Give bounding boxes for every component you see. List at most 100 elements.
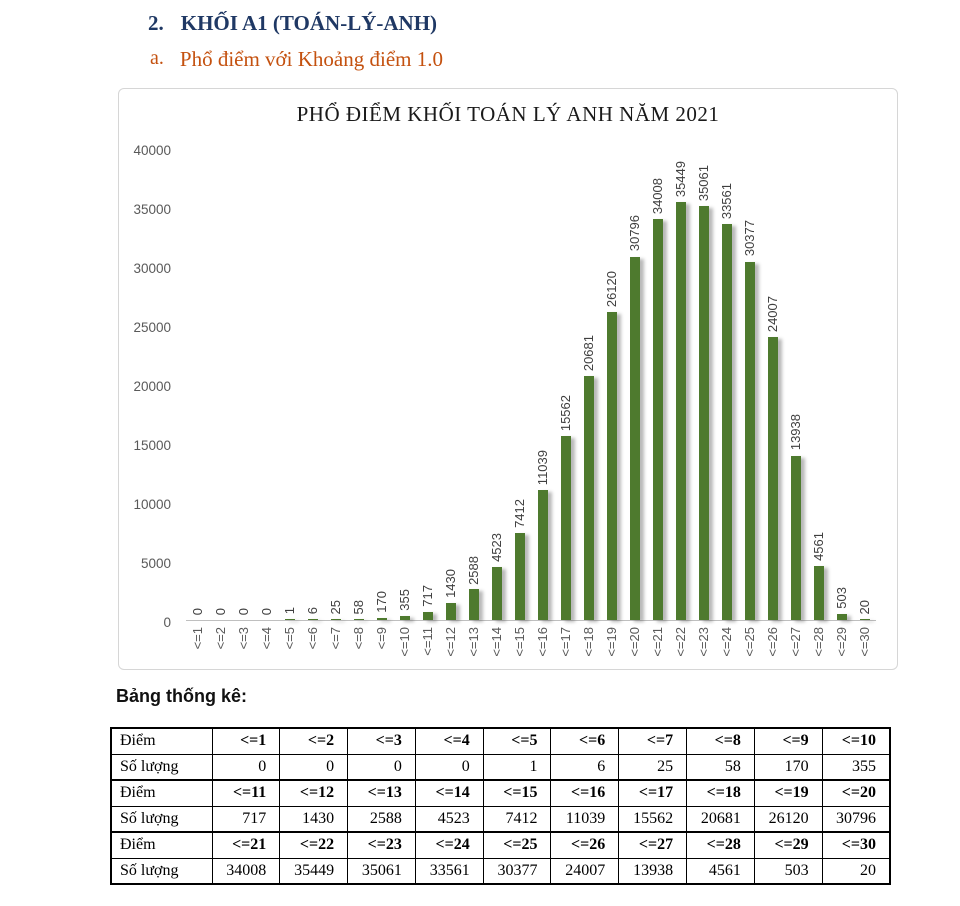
bar bbox=[790, 455, 801, 620]
bar-value-label: 33561 bbox=[718, 182, 734, 219]
count-cell: 35449 bbox=[279, 857, 349, 885]
bar bbox=[491, 566, 502, 620]
bar-value-label: 170 bbox=[373, 591, 389, 613]
bar bbox=[744, 261, 755, 620]
y-tick-label: 30000 bbox=[133, 261, 171, 276]
bar-value-label: 1430 bbox=[442, 569, 458, 599]
score-range-cell: <=30 bbox=[821, 831, 891, 859]
bar-value-label: 717 bbox=[419, 584, 435, 607]
count-cell: 355 bbox=[821, 753, 891, 781]
y-tick-label: 15000 bbox=[133, 438, 171, 453]
x-tick-label: <=24 bbox=[718, 627, 734, 657]
row-label: Điểm bbox=[110, 727, 213, 755]
x-tick-label: <=18 bbox=[580, 627, 596, 657]
chart-title: PHỔ ĐIỂM KHỐI TOÁN LÝ ANH NĂM 2021 bbox=[296, 102, 720, 126]
y-tick-label: 20000 bbox=[133, 379, 171, 394]
bar-value-label: 35449 bbox=[672, 160, 688, 197]
bar bbox=[468, 589, 479, 620]
y-tick-label: 40000 bbox=[133, 143, 171, 158]
bar-value-label: 503 bbox=[833, 587, 849, 610]
subsection-title: Phổ điểm với Khoảng điểm 1.0 bbox=[179, 47, 443, 71]
bar-value-label: 25 bbox=[327, 599, 343, 614]
row-label: Số lượng bbox=[110, 805, 213, 833]
bar-value-label: 7412 bbox=[511, 498, 527, 528]
count-cell: 24007 bbox=[550, 857, 620, 885]
count-cell: 717 bbox=[211, 805, 281, 833]
count-cell: 20681 bbox=[686, 805, 755, 833]
count-cell: 1 bbox=[482, 753, 552, 781]
bar-value-label: 1 bbox=[281, 606, 297, 614]
x-tick-label: <=23 bbox=[695, 627, 711, 657]
count-cell: 6 bbox=[550, 753, 620, 781]
score-range-cell: <=21 bbox=[211, 831, 281, 859]
score-range-cell: <=16 bbox=[550, 779, 620, 807]
x-tick-label: <=8 bbox=[350, 627, 366, 650]
row-label: Số lượng bbox=[110, 857, 213, 885]
count-cell: 35061 bbox=[347, 857, 416, 885]
count-cell: 0 bbox=[347, 753, 416, 781]
bar bbox=[583, 375, 594, 620]
count-cell: 13938 bbox=[618, 857, 688, 885]
row-label: Số lượng bbox=[110, 753, 213, 781]
bar-value-label: 0 bbox=[258, 607, 274, 615]
bar bbox=[514, 532, 525, 620]
y-tick-label: 25000 bbox=[133, 320, 171, 335]
plot-area: 0 0 0 0 1 6 25 58 170 355 717 1430 2588 4523 7412 11039… bbox=[186, 149, 876, 621]
x-tick-label: <=20 bbox=[626, 627, 642, 657]
bar bbox=[606, 311, 617, 620]
score-range-cell: <=12 bbox=[279, 779, 349, 807]
stats-table: Điểm <=1 <=2 <=3 <=4 <=5 <=6 <=7 <=8 <=9 <=10 Số lư… bbox=[110, 727, 891, 885]
bar bbox=[721, 223, 732, 620]
bar-value-label: 58 bbox=[350, 599, 366, 614]
x-tick-label: <=29 bbox=[833, 627, 849, 657]
bar-value-label: 13938 bbox=[787, 414, 803, 451]
row-label: Điểm bbox=[110, 779, 213, 807]
count-cell: 15562 bbox=[618, 805, 688, 833]
score-range-cell: <=4 bbox=[414, 727, 484, 755]
count-cell: 170 bbox=[753, 753, 823, 781]
score-range-cell: <=9 bbox=[753, 727, 823, 755]
score-range-cell: <=23 bbox=[347, 831, 416, 859]
bar-value-label: 15562 bbox=[557, 395, 573, 432]
score-range-cell: <=18 bbox=[686, 779, 755, 807]
bar-value-label: 20681 bbox=[580, 334, 596, 371]
y-tick-label: 10000 bbox=[133, 497, 171, 512]
score-range-cell: <=19 bbox=[753, 779, 823, 807]
table-row-diem: Điểm <=1 <=2 <=3 <=4 <=5 <=6 <=7 <=8 <=9 <=10 bbox=[110, 727, 891, 755]
score-range-cell: <=8 bbox=[686, 727, 755, 755]
x-tick-label: <=9 bbox=[373, 627, 389, 650]
count-cell: 25 bbox=[618, 753, 688, 781]
x-tick-label: <=15 bbox=[511, 627, 527, 657]
score-range-cell: <=27 bbox=[618, 831, 688, 859]
x-tick-label: <=6 bbox=[304, 627, 320, 650]
row-label: Điểm bbox=[110, 831, 213, 859]
count-cell: 33561 bbox=[414, 857, 484, 885]
section-number: 2. bbox=[148, 11, 164, 35]
bar bbox=[560, 436, 571, 620]
bar bbox=[836, 614, 847, 620]
bar bbox=[422, 611, 433, 620]
score-range-cell: <=20 bbox=[821, 779, 891, 807]
count-cell: 30796 bbox=[821, 805, 891, 833]
score-range-cell: <=6 bbox=[550, 727, 620, 755]
table-row-soluong: Số lượng 717 1430 2588 4523 7412 11039 15562 206… bbox=[110, 805, 891, 833]
subsection-letter: a. bbox=[150, 47, 164, 69]
bar bbox=[537, 489, 548, 620]
x-axis: <=1 <=2 <=3 <=4 <=5 <=6 <=7 <=8 <=9 <=10 <=11 <=12 <… bbox=[186, 623, 876, 669]
bar bbox=[698, 206, 709, 620]
x-tick-label: <=25 bbox=[741, 627, 757, 657]
x-tick-label: <=16 bbox=[534, 627, 550, 657]
bar-value-label: 24007 bbox=[764, 295, 780, 332]
bar-value-label: 35061 bbox=[695, 165, 711, 202]
bar bbox=[675, 201, 686, 620]
bar-value-label: 11039 bbox=[534, 449, 550, 485]
count-cell: 58 bbox=[686, 753, 755, 781]
x-tick-label: <=4 bbox=[258, 627, 274, 650]
bar-value-label: 4561 bbox=[810, 532, 826, 562]
count-cell: 1430 bbox=[279, 805, 349, 833]
bar-value-label: 26120 bbox=[603, 270, 619, 307]
x-tick-label: <=17 bbox=[557, 627, 573, 657]
score-range-cell: <=22 bbox=[279, 831, 349, 859]
count-cell: 503 bbox=[753, 857, 823, 885]
score-range-cell: <=10 bbox=[821, 727, 891, 755]
